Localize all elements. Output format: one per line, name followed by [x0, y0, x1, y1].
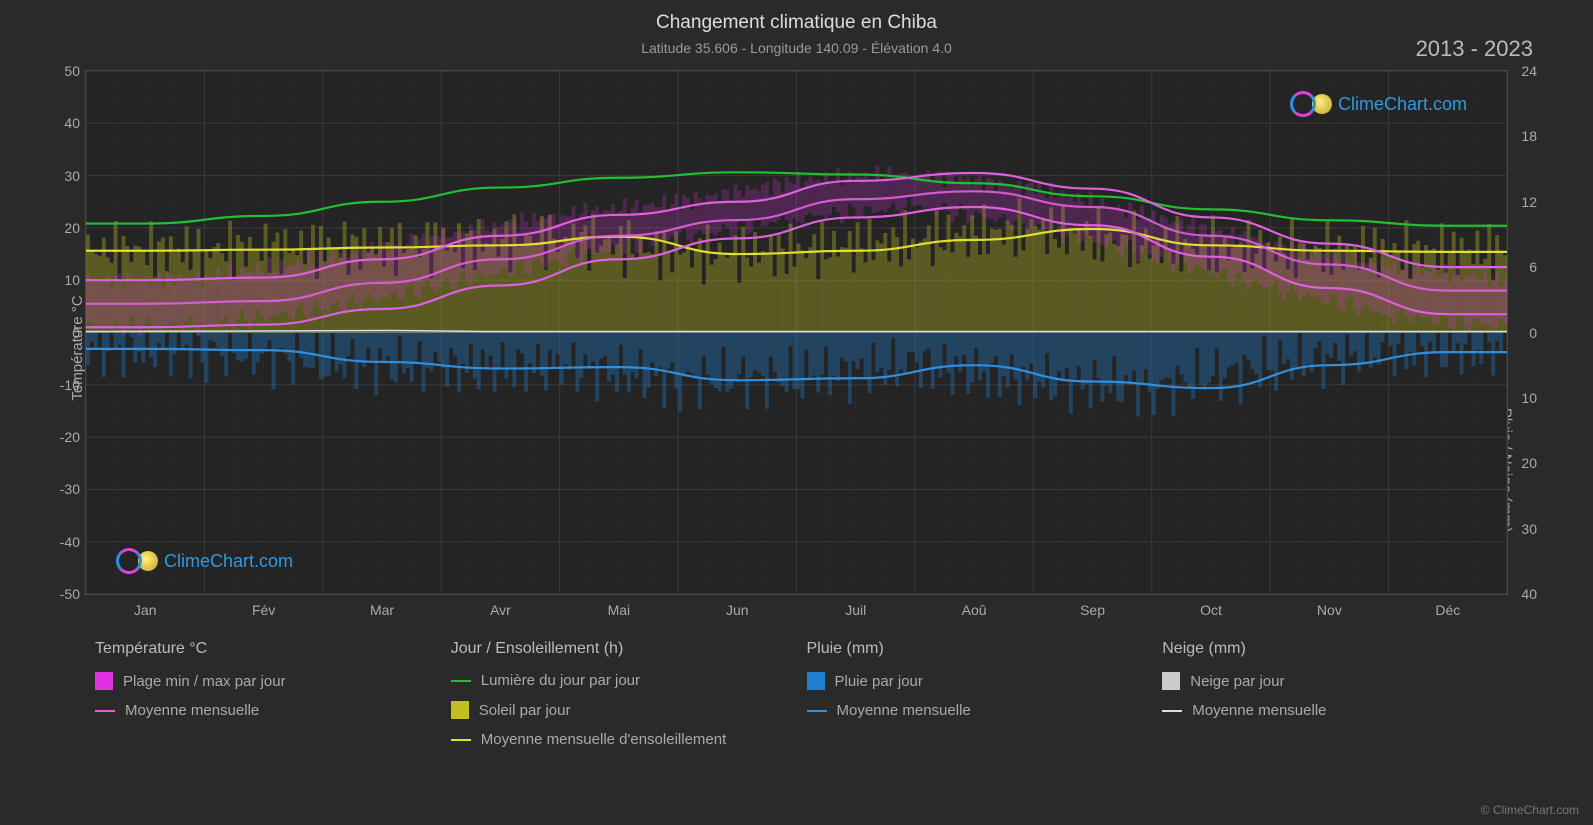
legend-item: Lumière du jour par jour — [451, 672, 787, 689]
legend-item: Soleil par jour — [451, 701, 787, 719]
legend-label: Moyenne mensuelle — [837, 702, 971, 719]
legend-item: Moyenne mensuelle — [95, 702, 431, 719]
y-left-tick: 10 — [48, 272, 80, 288]
legend-swatch — [451, 701, 469, 719]
watermark-text: ClimeChart.com — [164, 551, 293, 572]
legend-label: Lumière du jour par jour — [481, 672, 640, 689]
legend-swatch — [1162, 710, 1182, 712]
legend-title: Jour / Ensoleillement (h) — [451, 640, 787, 658]
legend-swatch — [451, 739, 471, 741]
x-tick: Sep — [1080, 602, 1105, 618]
y-left-tick: 40 — [48, 115, 80, 131]
x-tick: Jan — [134, 602, 157, 618]
x-tick: Oct — [1200, 602, 1222, 618]
legend-column-snow: Neige (mm) Neige par jour Moyenne mensuell… — [1152, 640, 1508, 815]
legend-item: Pluie par jour — [807, 672, 1143, 690]
y-left-tick: -40 — [48, 534, 80, 550]
legend-label: Moyenne mensuelle — [125, 702, 259, 719]
legend-title: Température °C — [95, 640, 431, 658]
legend-column-rain: Pluie (mm) Pluie par jour Moyenne mensuell… — [797, 640, 1153, 815]
y-right-bot-tick: 10 — [1521, 390, 1537, 406]
y-right-bot-tick: 40 — [1521, 586, 1537, 602]
legend-title: Pluie (mm) — [807, 640, 1143, 658]
legend-item: Neige par jour — [1162, 672, 1498, 690]
y-right-top-tick: 0 — [1529, 325, 1537, 341]
y-left-tick: 0 — [48, 325, 80, 341]
legend-label: Moyenne mensuelle d'ensoleillement — [481, 731, 727, 748]
watermark-bottom: ClimeChart.com — [116, 548, 293, 574]
legend-label: Soleil par jour — [479, 702, 571, 719]
legend-column-daylight: Jour / Ensoleillement (h) Lumière du jour… — [441, 640, 797, 815]
chart-container: Changement climatique en Chiba Latitude … — [0, 0, 1593, 825]
y-left-tick: -20 — [48, 429, 80, 445]
x-tick: Avr — [490, 602, 511, 618]
legend-swatch — [807, 672, 825, 690]
chart-title: Changement climatique en Chiba — [0, 0, 1593, 34]
legend-title: Neige (mm) — [1162, 640, 1498, 658]
legend-swatch — [807, 710, 827, 712]
year-range: 2013 - 2023 — [1416, 36, 1533, 62]
x-tick: Juil — [845, 602, 866, 618]
copyright: © ClimeChart.com — [1481, 803, 1579, 817]
x-tick: Fév — [252, 602, 275, 618]
legend-label: Pluie par jour — [835, 673, 923, 690]
plot-area: ClimeChart.com ClimeChart.com -50-40-30-… — [85, 70, 1508, 595]
x-tick: Mar — [370, 602, 394, 618]
y-right-top-tick: 12 — [1521, 194, 1537, 210]
legend-item: Moyenne mensuelle — [1162, 702, 1498, 719]
y-left-tick: -50 — [48, 586, 80, 602]
legend-label: Moyenne mensuelle — [1192, 702, 1326, 719]
legend-label: Plage min / max par jour — [123, 673, 286, 690]
legend-item: Plage min / max par jour — [95, 672, 431, 690]
legend-item: Moyenne mensuelle d'ensoleillement — [451, 731, 787, 748]
chart-subtitle: Latitude 35.606 - Longitude 140.09 - Élé… — [0, 40, 1593, 56]
y-right-bot-tick: 20 — [1521, 455, 1537, 471]
chart-area: Température °C Jour / Ensoleillement (h)… — [85, 70, 1508, 625]
x-tick: Déc — [1435, 602, 1460, 618]
y-right-top-tick: 6 — [1529, 259, 1537, 275]
legend-swatch — [451, 680, 471, 682]
x-tick: Nov — [1317, 602, 1342, 618]
x-tick: Jun — [726, 602, 749, 618]
legend: Température °C Plage min / max par jour Mo… — [85, 640, 1508, 815]
x-tick: Aoû — [962, 602, 987, 618]
legend-label: Neige par jour — [1190, 673, 1284, 690]
y-left-tick: -30 — [48, 481, 80, 497]
watermark-text: ClimeChart.com — [1338, 94, 1467, 115]
y-left-tick: 50 — [48, 63, 80, 79]
y-left-tick: 20 — [48, 220, 80, 236]
y-left-tick: 30 — [48, 168, 80, 184]
legend-swatch — [1162, 672, 1180, 690]
y-left-tick: -10 — [48, 377, 80, 393]
watermark-top: ClimeChart.com — [1290, 91, 1467, 117]
x-tick: Mai — [608, 602, 631, 618]
legend-swatch — [95, 710, 115, 712]
logo-circle-icon — [116, 548, 142, 574]
y-right-bot-tick: 30 — [1521, 521, 1537, 537]
legend-swatch — [95, 672, 113, 690]
legend-column-temp: Température °C Plage min / max par jour Mo… — [85, 640, 441, 815]
data-svg — [86, 71, 1507, 594]
y-right-top-tick: 24 — [1521, 63, 1537, 79]
legend-item: Moyenne mensuelle — [807, 702, 1143, 719]
y-right-top-tick: 18 — [1521, 128, 1537, 144]
logo-circle-icon — [1290, 91, 1316, 117]
